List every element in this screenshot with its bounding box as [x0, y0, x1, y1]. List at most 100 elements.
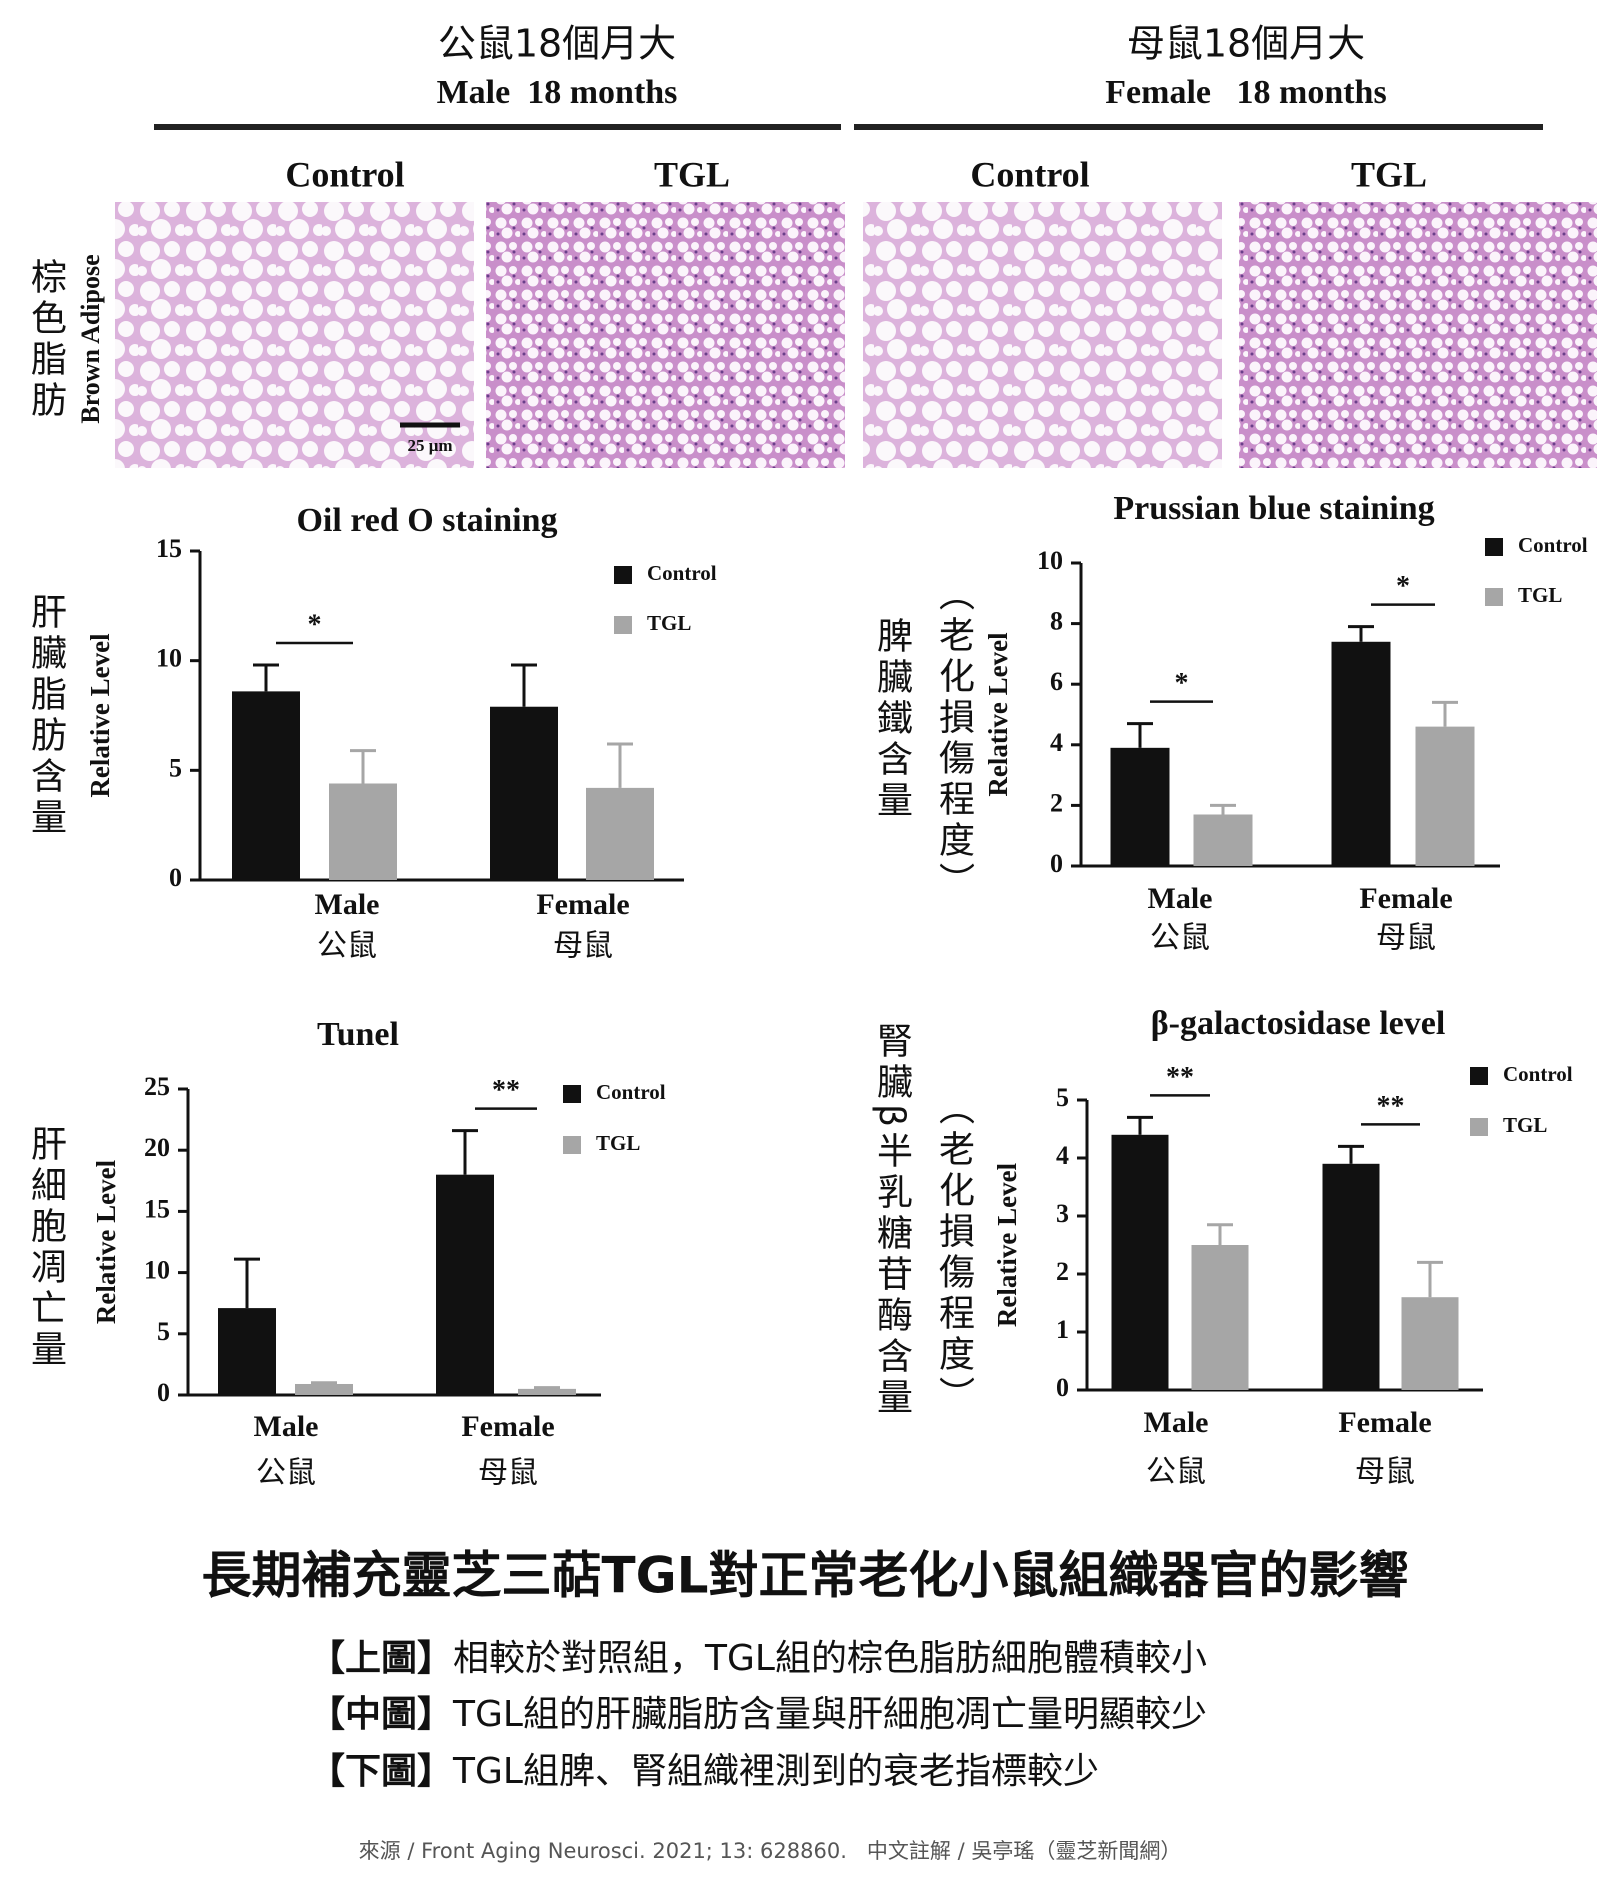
legend-swatch	[1470, 1067, 1488, 1085]
y-tick-label: 0	[1056, 1373, 1069, 1402]
header-en: Female 18 months	[1105, 74, 1386, 111]
y-tick-label: 2	[1050, 788, 1063, 817]
significance-label: **	[492, 1075, 520, 1106]
x-tick-label: Male	[1148, 882, 1213, 915]
header-zh: 母鼠18個月大	[1127, 22, 1365, 66]
legend-label: Control	[1503, 1062, 1573, 1086]
significance-label: *	[1396, 571, 1410, 602]
y-tick-label: 1	[1056, 1315, 1069, 1344]
caption: 【中圖】TGL組的肝臟脂肪含量與肝細胞凋亡量明顯較少	[309, 1694, 1207, 1735]
significance-label: **	[1166, 1062, 1194, 1093]
bar	[1111, 1134, 1169, 1390]
caption-tag: 【中圖】	[309, 1694, 453, 1735]
group-label: TGL	[654, 154, 730, 194]
legend-label: Control	[1518, 533, 1588, 557]
side-label: 肝細胞凋亡量	[25, 1125, 66, 1371]
footer-title: 長期補充靈芝三萜TGL對正常老化小鼠組織器官的影響	[201, 1547, 1408, 1605]
x-tick-label-zh: 母鼠	[1376, 921, 1436, 956]
legend-label: TGL	[1503, 1113, 1547, 1137]
bar	[436, 1174, 494, 1395]
y-axis-label: Relative Level	[91, 1159, 121, 1324]
bar	[218, 1308, 276, 1395]
group-label: Control	[970, 154, 1089, 194]
side-label: 脾臟鐵含量	[871, 617, 912, 822]
y-tick-label: 2	[1056, 1257, 1069, 1286]
y-tick-label: 5	[1056, 1083, 1069, 1112]
x-tick-label-zh: 母鼠	[1355, 1455, 1415, 1490]
header-zh: 公鼠18個月大	[438, 22, 676, 66]
histology-image	[1239, 202, 1597, 468]
y-axis-label: Relative Level	[992, 1162, 1022, 1327]
bar	[1401, 1297, 1459, 1390]
legend-swatch	[563, 1136, 581, 1154]
y-axis-label: Relative Level	[85, 633, 115, 798]
x-tick-label: Female	[536, 888, 629, 921]
y-tick-label: 0	[169, 863, 182, 892]
x-tick-label: Female	[461, 1410, 554, 1443]
legend-swatch	[563, 1085, 581, 1103]
group-label: Control	[285, 154, 404, 194]
side-label: 腎臟β半乳糖苷酶含量	[871, 1022, 912, 1419]
side-label: （老化損傷程度）	[933, 1089, 974, 1417]
y-tick-label: 5	[169, 753, 182, 782]
caption-text: 相較於對照組，TGL組的棕色脂肪細胞體積較小	[453, 1638, 1207, 1679]
caption: 【上圖】相較於對照組，TGL組的棕色脂肪細胞體積較小	[309, 1638, 1207, 1679]
row-axis-label: Brown Adipose	[76, 254, 105, 423]
histology-image	[863, 202, 1222, 468]
y-axis-label: Relative Level	[983, 632, 1013, 797]
bar	[232, 691, 300, 880]
legend-label: TGL	[596, 1131, 640, 1155]
x-tick-label-zh: 母鼠	[478, 1456, 538, 1491]
x-tick-label: Female	[1359, 882, 1452, 915]
y-tick-label: 10	[144, 1256, 170, 1285]
x-tick-label-zh: 公鼠	[317, 929, 377, 964]
legend-label: Control	[647, 561, 717, 585]
y-tick-label: 4	[1056, 1141, 1069, 1170]
histology-image	[486, 202, 845, 468]
x-tick-label-zh: 母鼠	[553, 929, 613, 964]
significance-label: *	[308, 609, 322, 640]
significance-label: *	[1175, 668, 1189, 699]
y-tick-label: 0	[1050, 849, 1063, 878]
x-tick-label: Female	[1338, 1406, 1431, 1439]
x-tick-label: Male	[315, 888, 380, 921]
legend-label: TGL	[647, 611, 691, 635]
y-tick-label: 8	[1050, 607, 1063, 636]
legend-swatch	[1470, 1118, 1488, 1136]
legend-swatch	[1485, 588, 1503, 606]
bar	[295, 1383, 353, 1395]
significance-label: **	[1377, 1091, 1405, 1122]
header-en: Male 18 months	[437, 74, 678, 111]
x-tick-label-zh: 公鼠	[1146, 1455, 1206, 1490]
bar	[586, 787, 654, 880]
group-label: TGL	[1351, 154, 1427, 194]
y-tick-label: 4	[1050, 728, 1063, 757]
y-tick-label: 20	[144, 1133, 170, 1162]
bar	[329, 783, 397, 880]
bar	[1322, 1163, 1380, 1390]
chart-title: β-galactosidase level	[1151, 1005, 1446, 1042]
x-tick-label: Male	[254, 1410, 319, 1443]
y-tick-label: 6	[1050, 667, 1063, 696]
row-label: 棕色脂肪	[25, 258, 66, 422]
x-tick-label: Male	[1144, 1406, 1209, 1439]
chart-title: Oil red O staining	[296, 502, 557, 539]
scale-label: 25 μm	[407, 436, 452, 455]
source: 來源 / Front Aging Neurosci. 2021; 13: 628…	[359, 1839, 1182, 1863]
histology-image	[115, 202, 474, 468]
x-tick-label-zh: 公鼠	[256, 1456, 316, 1491]
y-tick-label: 15	[156, 534, 182, 563]
y-tick-label: 10	[156, 644, 182, 673]
y-tick-label: 3	[1056, 1199, 1069, 1228]
legend-swatch	[614, 566, 632, 584]
chart-title: Prussian blue staining	[1113, 490, 1434, 527]
bar	[1193, 814, 1253, 866]
caption: 【下圖】TGL組脾、腎組織裡測到的衰老指標較少	[309, 1751, 1099, 1792]
y-tick-label: 10	[1037, 546, 1063, 575]
legend-swatch	[1485, 538, 1503, 556]
bar	[1331, 641, 1391, 866]
y-tick-label: 15	[144, 1194, 170, 1223]
bar	[1110, 747, 1170, 866]
bar	[1191, 1245, 1249, 1390]
